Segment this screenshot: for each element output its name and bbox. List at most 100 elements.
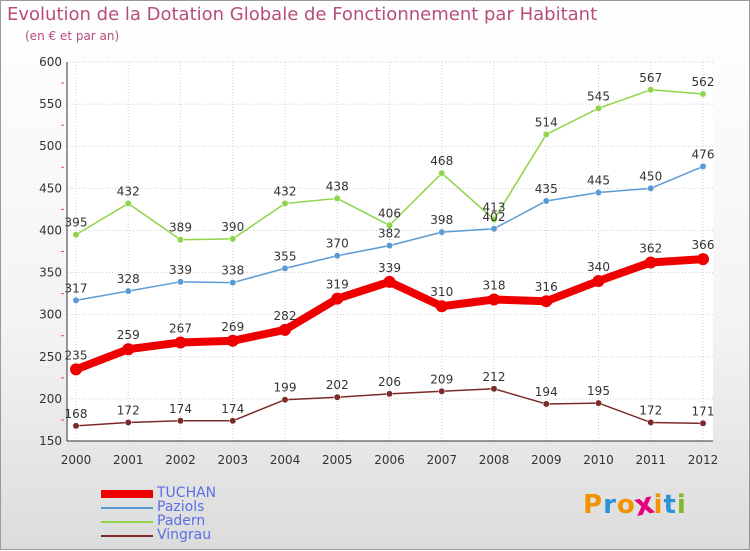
- data-point: [435, 300, 448, 313]
- data-label: 319: [326, 278, 349, 292]
- data-point: [174, 336, 187, 349]
- data-point: [542, 130, 550, 138]
- y-tick-label: 350: [39, 266, 62, 280]
- data-point: [124, 287, 132, 295]
- data-point: [644, 256, 657, 269]
- data-point: [177, 417, 184, 425]
- logo-letter: P: [583, 490, 604, 520]
- data-point: [438, 387, 446, 395]
- data-point: [386, 390, 393, 398]
- data-label: 310: [430, 285, 453, 299]
- data-point: [595, 189, 602, 196]
- data-label: 174: [169, 402, 192, 416]
- x-tick-label: 2011: [635, 453, 666, 467]
- data-label: 209: [430, 372, 453, 386]
- data-label: 195: [587, 384, 610, 398]
- chart-subtitle: (en € et par an): [25, 29, 120, 43]
- legend-label: Padern: [157, 513, 206, 529]
- data-label: 370: [326, 237, 349, 251]
- proxiti-logo: Proxiti: [583, 486, 687, 524]
- data-point: [386, 242, 393, 250]
- data-point: [229, 235, 237, 243]
- x-tick-label: 2005: [322, 453, 353, 467]
- data-label: 389: [169, 221, 192, 235]
- data-point: [490, 225, 498, 233]
- y-tick-label: 400: [39, 223, 62, 237]
- logo-letter: i: [676, 490, 687, 520]
- data-point: [124, 419, 132, 426]
- data-label: 382: [378, 227, 401, 241]
- y-tick-label: 450: [39, 181, 62, 195]
- legend-swatch: [101, 507, 153, 509]
- data-label: 282: [274, 309, 297, 323]
- data-point: [333, 252, 341, 260]
- y-tick-label: 150: [39, 434, 62, 448]
- data-label: 339: [169, 263, 192, 277]
- x-tick-label: 2007: [426, 453, 457, 467]
- data-label: 445: [587, 174, 610, 188]
- data-label: 413: [483, 200, 506, 214]
- data-point: [383, 275, 396, 288]
- data-label: 174: [221, 402, 244, 416]
- data-label: 402: [483, 210, 506, 224]
- data-point: [279, 323, 291, 336]
- data-label: 476: [692, 147, 715, 161]
- data-label: 438: [326, 179, 349, 193]
- x-tick-label: 2002: [165, 453, 196, 467]
- y-tick-label: 500: [39, 139, 62, 153]
- data-point: [542, 197, 550, 205]
- data-label: 395: [65, 216, 88, 230]
- data-label: 450: [639, 169, 662, 183]
- data-point: [699, 162, 707, 170]
- data-point: [226, 334, 239, 347]
- data-point: [595, 399, 602, 407]
- legend-swatch: [101, 521, 153, 523]
- data-label: 468: [430, 154, 453, 168]
- data-point: [490, 216, 498, 223]
- data-label: 172: [639, 403, 662, 417]
- logo-letter: i: [653, 490, 664, 520]
- data-point: [72, 231, 80, 239]
- data-point: [438, 228, 446, 236]
- data-label: 562: [692, 75, 715, 89]
- data-point: [592, 274, 605, 287]
- x-tick-label: 2008: [479, 453, 510, 467]
- y-tick-label: 250: [39, 350, 62, 364]
- data-label: 269: [221, 320, 244, 334]
- data-label: 316: [535, 280, 558, 294]
- legend-label: Paziols: [157, 499, 205, 515]
- data-point: [490, 385, 498, 393]
- data-point: [697, 253, 709, 266]
- x-tick-label: 2009: [531, 453, 562, 467]
- x-tick-label: 2006: [374, 453, 405, 467]
- data-label: 202: [326, 378, 349, 392]
- data-label: 199: [274, 381, 297, 395]
- data-point: [281, 200, 289, 207]
- legend-swatch: [101, 490, 153, 498]
- data-point: [386, 221, 393, 229]
- data-label: 194: [535, 385, 558, 399]
- data-point: [647, 419, 655, 426]
- data-point: [281, 396, 289, 404]
- legend-label: TUCHAN: [157, 485, 217, 501]
- data-label: 317: [65, 281, 88, 295]
- data-label: 514: [535, 115, 558, 129]
- data-point: [699, 90, 707, 98]
- data-label: 267: [169, 321, 192, 335]
- data-point: [647, 184, 655, 192]
- data-label: 362: [639, 241, 662, 255]
- data-label: 355: [274, 249, 297, 263]
- data-point: [699, 419, 707, 427]
- data-label: 338: [221, 264, 244, 278]
- data-label: 432: [274, 184, 297, 198]
- data-point: [124, 200, 132, 207]
- legend-swatch: [101, 535, 153, 537]
- y-tick-label: 200: [39, 392, 62, 406]
- data-label: 406: [378, 206, 401, 220]
- data-point: [72, 422, 80, 430]
- data-point: [281, 264, 289, 272]
- data-point: [542, 400, 550, 408]
- data-point: [333, 194, 341, 202]
- data-point: [122, 343, 135, 356]
